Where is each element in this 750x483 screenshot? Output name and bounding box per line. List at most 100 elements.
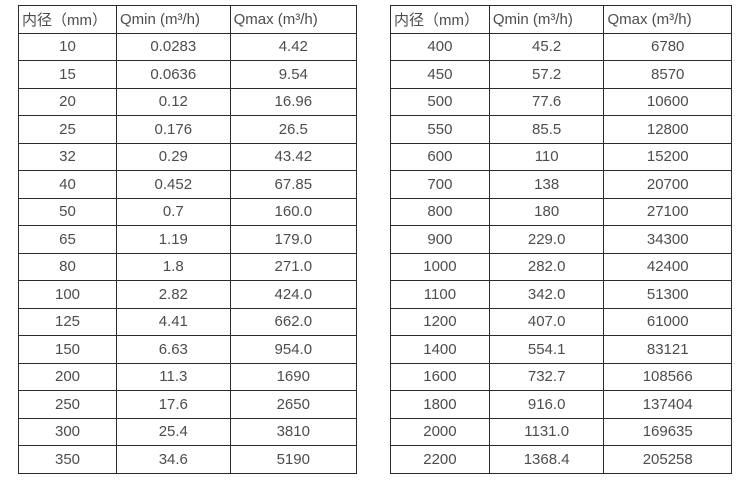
table-cell: 350 <box>17 445 118 474</box>
table-cell: 57.2 <box>488 60 605 89</box>
table-cell: 17.6 <box>116 390 231 419</box>
table-cell: 1200 <box>390 307 490 336</box>
table-row: 800 180 27100 <box>390 197 732 226</box>
table-cell: 1.19 <box>116 225 231 254</box>
column-header: Qmin (m³/h) <box>116 5 231 34</box>
table-cell: 15 <box>17 60 118 89</box>
table-cell: 45.2 <box>488 32 605 61</box>
table-cell: 1800 <box>390 390 490 419</box>
table-row: 1000 282.0 42400 <box>390 252 732 281</box>
table-cell: 282.0 <box>488 252 605 281</box>
column-header: Qmin (m³/h) <box>488 5 605 34</box>
table-cell: 43.42 <box>229 142 358 171</box>
table-cell: 2.82 <box>116 280 231 309</box>
table-cell: 1600 <box>390 362 490 391</box>
table-cell: 169635 <box>603 417 732 446</box>
table-row: 15 0.0636 9.54 <box>17 60 358 89</box>
table-cell: 108566 <box>603 362 732 391</box>
table-row: 125 4.41 662.0 <box>17 307 358 336</box>
table-row: 900 229.0 34300 <box>390 225 732 254</box>
table-cell: 229.0 <box>488 225 605 254</box>
table-cell: 15200 <box>603 142 732 171</box>
table-cell: 424.0 <box>229 280 358 309</box>
table-cell: 61000 <box>603 307 732 336</box>
table-cell: 554.1 <box>488 335 605 364</box>
table-row: 2200 1368.4 205258 <box>390 445 732 474</box>
table-cell: 205258 <box>603 445 732 474</box>
table-row: 40 0.452 67.85 <box>17 170 358 199</box>
table-cell: 180 <box>488 197 605 226</box>
table-row: 300 25.4 3810 <box>17 417 358 446</box>
table-cell: 32 <box>17 142 118 171</box>
table-cell: 271.0 <box>229 252 358 281</box>
table-cell: 25.4 <box>116 417 231 446</box>
table-cell: 4.41 <box>116 307 231 336</box>
table-cell: 2000 <box>390 417 490 446</box>
table-cell: 5190 <box>229 445 358 474</box>
table-cell: 0.452 <box>116 170 231 199</box>
table-row: 600 110 15200 <box>390 142 732 171</box>
table-cell: 0.176 <box>116 115 231 144</box>
table-row: 1100 342.0 51300 <box>390 280 732 309</box>
table-cell: 0.0636 <box>116 60 231 89</box>
table-row: 550 85.5 12800 <box>390 115 732 144</box>
table-cell: 1400 <box>390 335 490 364</box>
table-row: 1200 407.0 61000 <box>390 307 732 336</box>
table-cell: 10 <box>17 32 118 61</box>
table-cell: 250 <box>17 390 118 419</box>
column-header: 内径（mm） <box>390 5 490 34</box>
table-row: 32 0.29 43.42 <box>17 142 358 171</box>
table-cell: 700 <box>390 170 490 199</box>
table-cell: 16.96 <box>229 87 358 116</box>
table-cell: 1.8 <box>116 252 231 281</box>
table-cell: 125 <box>17 307 118 336</box>
table-cell: 34.6 <box>116 445 231 474</box>
table-row: 500 77.6 10600 <box>390 87 732 116</box>
table-cell: 6780 <box>603 32 732 61</box>
header-row: 内径（mm） Qmin (m³/h) Qmax (m³/h) <box>17 5 358 34</box>
table-cell: 40 <box>17 170 118 199</box>
table-row: 1600 732.7 108566 <box>390 362 732 391</box>
table-cell: 67.85 <box>229 170 358 199</box>
table-cell: 900 <box>390 225 490 254</box>
table-row: 450 57.2 8570 <box>390 60 732 89</box>
table-cell: 0.0283 <box>116 32 231 61</box>
table-row: 150 6.63 954.0 <box>17 335 358 364</box>
table-cell: 6.63 <box>116 335 231 364</box>
table-cell: 0.12 <box>116 87 231 116</box>
table-cell: 27100 <box>603 197 732 226</box>
table-row: 50 0.7 160.0 <box>17 197 358 226</box>
table-cell: 954.0 <box>229 335 358 364</box>
table-cell: 12800 <box>603 115 732 144</box>
table-cell: 20700 <box>603 170 732 199</box>
table-cell: 300 <box>17 417 118 446</box>
table-row: 1400 554.1 83121 <box>390 335 732 364</box>
table-row: 25 0.176 26.5 <box>17 115 358 144</box>
table-cell: 0.7 <box>116 197 231 226</box>
table-cell: 1100 <box>390 280 490 309</box>
table-cell: 83121 <box>603 335 732 364</box>
table-cell: 2200 <box>390 445 490 474</box>
table-row: 100 2.82 424.0 <box>17 280 358 309</box>
table-cell: 2650 <box>229 390 358 419</box>
table-row: 1800 916.0 137404 <box>390 390 732 419</box>
table-cell: 407.0 <box>488 307 605 336</box>
table-cell: 800 <box>390 197 490 226</box>
table-cell: 3810 <box>229 417 358 446</box>
table-cell: 500 <box>390 87 490 116</box>
table-cell: 8570 <box>603 60 732 89</box>
table-row: 250 17.6 2650 <box>17 390 358 419</box>
table-cell: 138 <box>488 170 605 199</box>
table-cell: 342.0 <box>488 280 605 309</box>
table-row: 65 1.19 179.0 <box>17 225 358 254</box>
table-cell: 150 <box>17 335 118 364</box>
table-row: 200 11.3 1690 <box>17 362 358 391</box>
table-cell: 550 <box>390 115 490 144</box>
table-row: 700 138 20700 <box>390 170 732 199</box>
table-cell: 160.0 <box>229 197 358 226</box>
table-cell: 42400 <box>603 252 732 281</box>
table-cell: 179.0 <box>229 225 358 254</box>
table-cell: 1000 <box>390 252 490 281</box>
table-cell: 110 <box>488 142 605 171</box>
